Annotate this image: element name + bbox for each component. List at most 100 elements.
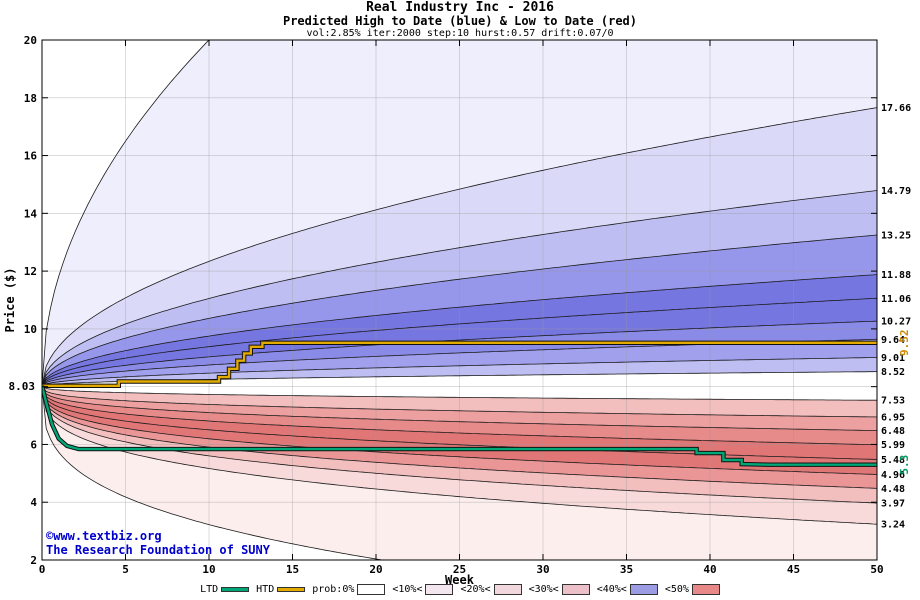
legend-prob-label: <20%<	[460, 584, 491, 595]
prob-band	[42, 40, 877, 386]
chart-title: Real Industry Inc - 2016	[366, 0, 554, 15]
legend-htd: HTD	[256, 584, 306, 595]
percentile-line	[42, 297, 877, 387]
percentile-line	[42, 385, 877, 446]
band-end-label: 7.53	[881, 396, 905, 407]
x-tick-label: 35	[620, 563, 633, 576]
band-end-label: 10.27	[881, 317, 911, 328]
percentile-line	[42, 234, 877, 386]
chart-params: vol:2.85% iter:2000 step:10 hurst:0.57 d…	[306, 28, 614, 39]
band-end-label: 6.48	[881, 426, 905, 437]
prob-band	[42, 385, 877, 560]
y-tick-label: 16	[24, 150, 38, 163]
legend-htd-swatch	[277, 587, 306, 592]
legend-prob-swatch	[561, 584, 590, 595]
percentile-line	[42, 40, 210, 386]
y-tick-label: 18	[24, 92, 37, 105]
y-tick-label: 2	[30, 554, 37, 567]
y-tick-label: 12	[24, 265, 37, 278]
percentile-line	[42, 274, 877, 386]
x-tick-label: 50	[870, 563, 883, 576]
percentile-line	[42, 385, 877, 475]
legend-prob-swatch	[493, 584, 522, 595]
legend-ltd-label: LTD	[200, 584, 219, 595]
htd-line	[42, 341, 877, 387]
band-end-label: 4.96	[881, 470, 905, 481]
band-end-label: 3.97	[881, 499, 905, 510]
x-tick-label: 20	[369, 563, 382, 576]
prob-band	[42, 385, 877, 431]
percentile-line	[42, 385, 877, 489]
legend-prob-label: <50%	[664, 584, 689, 595]
band-end-label: 11.88	[881, 270, 911, 281]
legend-prob-item: <30%<	[529, 584, 590, 595]
prob-band	[42, 274, 877, 386]
legend-htd-label: HTD	[256, 584, 275, 595]
htd-final-label: 9.52	[898, 330, 911, 357]
band-end-label: 14.79	[881, 186, 911, 197]
legend-ltd-swatch	[221, 587, 250, 592]
ltd-final-label: 5.3	[898, 455, 911, 475]
percentile-line	[42, 385, 877, 525]
percentile-line	[42, 190, 877, 386]
band-end-label: 11.06	[881, 294, 911, 305]
prob-band	[42, 298, 877, 386]
percentile-line	[42, 385, 385, 560]
band-end-label: 17.66	[881, 103, 911, 114]
y-tick-label: 14	[24, 207, 38, 220]
legend-prob-swatch	[629, 584, 658, 595]
x-tick-label: 45	[787, 563, 800, 576]
percentile-line	[42, 385, 877, 418]
legend: LTD HTD prob:0% <10%< <20%< <30%< <40%< <50%	[0, 584, 920, 595]
prob-band	[42, 321, 877, 386]
y-tick-label: 10	[24, 323, 37, 336]
legend-prob-label: <30%<	[528, 584, 559, 595]
percentile-line	[42, 107, 877, 386]
x-axis-title: Week	[445, 573, 475, 587]
title-block: Real Industry Inc - 2016 Predicted High …	[0, 0, 920, 40]
prob-band	[42, 385, 877, 460]
chart-subtitle: Predicted High to Date (blue) & Low to D…	[282, 14, 637, 28]
legend-prob-item: prob:0%	[312, 584, 386, 595]
legend-prob-swatch	[691, 584, 720, 595]
band-end-label: 8.52	[881, 367, 905, 378]
legend-prob-label: <10%<	[392, 584, 423, 595]
legend-prob-item: <20%<	[460, 584, 522, 595]
band-end-label: 6.95	[881, 413, 905, 424]
legend-prob-label: prob:0%	[312, 584, 355, 595]
legend-prob-item: <40%<	[597, 584, 658, 595]
percentile-line	[42, 320, 877, 387]
prob-band	[42, 235, 877, 386]
watermark-site: ©www.textbiz.org	[46, 529, 162, 543]
axes: 0 5 10 15 20 25 30 35 40 45 50 2 4 6 10 12 14 16 18 20 8.03 W…	[3, 34, 911, 587]
band-end-label: 13.25	[881, 231, 911, 242]
legend-prob-item: <50%	[665, 584, 720, 595]
x-tick-label: 0	[39, 563, 46, 576]
x-tick-label: 25	[453, 563, 466, 576]
tracker-lines	[42, 340, 877, 467]
y-tick-label: 6	[30, 438, 37, 451]
y-tick-label: 4	[30, 496, 37, 509]
x-tick-label: 10	[202, 563, 215, 576]
y-tick-label: 20	[24, 34, 37, 47]
percentile-line	[42, 385, 877, 431]
start-price-label: 8.03	[9, 380, 36, 393]
legend-ltd: LTD	[200, 584, 250, 595]
prob-band	[42, 190, 877, 386]
band-end-label: 3.24	[881, 520, 905, 531]
band-end-label: 5.99	[881, 440, 905, 451]
watermark-org: The Research Foundation of SUNY	[46, 543, 271, 557]
x-tick-label: 40	[703, 563, 716, 576]
band-end-label: 4.48	[881, 484, 905, 495]
prob-band	[42, 385, 877, 445]
y-axis-title: Price ($)	[3, 267, 17, 332]
x-tick-label: 5	[122, 563, 129, 576]
band-end-label: 9.01	[881, 353, 905, 364]
legend-prob-swatch	[425, 584, 454, 595]
percentile-line	[42, 385, 877, 401]
band-end-label: 9.64	[881, 335, 905, 346]
x-tick-label: 30	[536, 563, 549, 576]
legend-prob-swatch	[357, 584, 386, 595]
